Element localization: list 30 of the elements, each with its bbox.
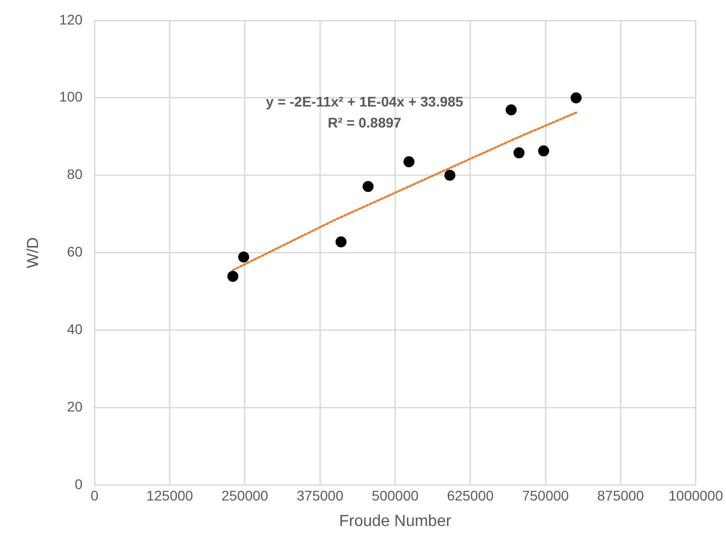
- x-axis-title: Froude Number: [339, 512, 452, 530]
- x-tick-label: 250000: [221, 487, 268, 504]
- point: [444, 170, 456, 181]
- y-tick-label: 0: [74, 476, 83, 492]
- point: [514, 147, 524, 158]
- x-tick-label: 125000: [146, 487, 194, 504]
- x-tick-label: 625000: [446, 487, 494, 504]
- y-axis-title: W/D: [25, 237, 42, 268]
- x-tick-label: 375000: [296, 487, 344, 504]
- x-tick-label: 1000000: [668, 487, 724, 504]
- x-tick-label: 750000: [522, 487, 570, 504]
- point: [362, 180, 374, 192]
- annotation: R² = 0.8897: [328, 114, 402, 130]
- y-tick-label: 120: [59, 11, 83, 28]
- y-tick-label: 20: [66, 398, 83, 414]
- x-tick-label: 500000: [372, 487, 419, 504]
- x-tick-label: 0: [90, 487, 99, 504]
- y-tick-label: 40: [66, 320, 83, 337]
- y-tick-label: 60: [66, 244, 83, 260]
- point: [238, 251, 250, 262]
- annotation: y = -2E-11x² + 1E-04x + 33.985: [266, 93, 464, 110]
- point: [506, 104, 517, 116]
- y-tick-label: 100: [59, 88, 83, 105]
- y-tick-label: 80: [66, 166, 83, 182]
- point: [227, 270, 238, 282]
- point: [538, 145, 550, 156]
- point: [336, 236, 347, 248]
- point: [570, 92, 582, 104]
- x-tick-label: 875000: [597, 487, 644, 504]
- point: [403, 156, 414, 168]
